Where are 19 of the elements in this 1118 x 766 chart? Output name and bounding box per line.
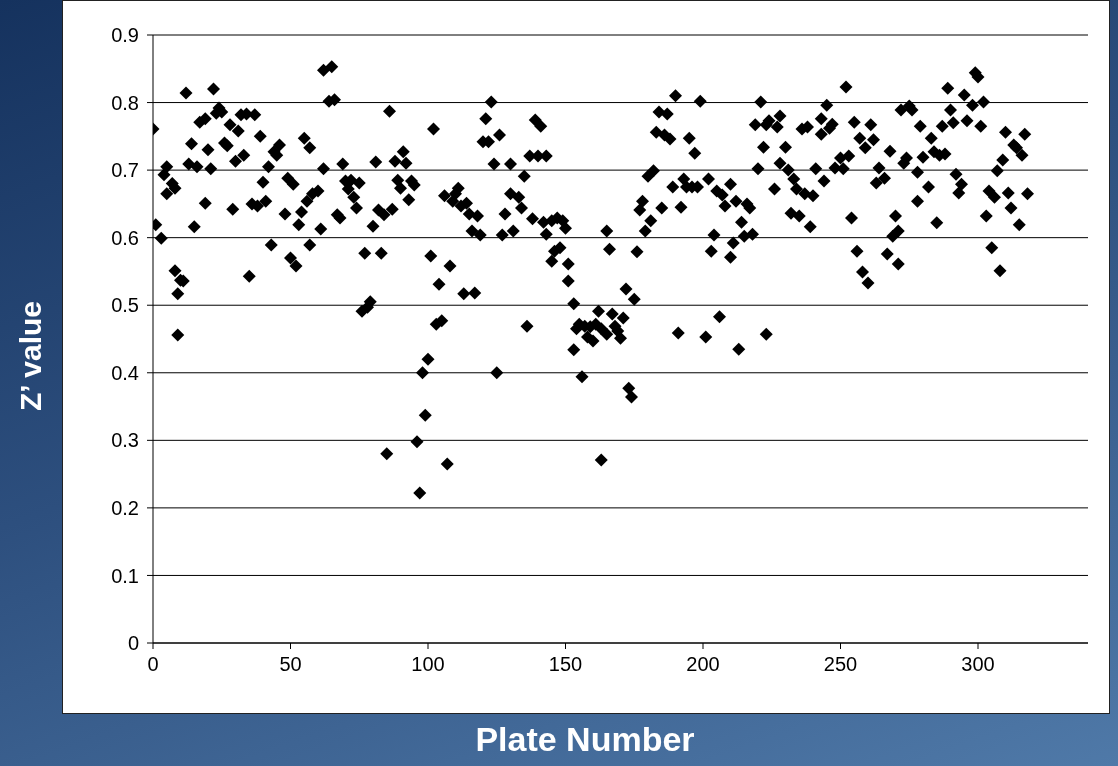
x-tick-label: 300 <box>961 653 995 676</box>
y-tick-label: 0.9 <box>111 24 139 47</box>
y-tick-label: 0.3 <box>111 429 139 452</box>
y-tick-label: 0 <box>127 632 139 655</box>
x-tick-label: 0 <box>147 653 159 676</box>
y-tick-label: 0.7 <box>111 159 139 182</box>
x-tick-label: 50 <box>279 653 302 676</box>
y-tick-label: 0.1 <box>111 564 139 587</box>
x-axis-title: Plate Number <box>474 718 696 760</box>
x-tick-label: 100 <box>411 653 445 676</box>
y-tick-label: 0.6 <box>111 226 139 249</box>
x-tick-label: 150 <box>548 653 583 676</box>
y-axis-title: Z’ value <box>14 300 48 412</box>
x-tick-label: 250 <box>823 653 858 676</box>
y-tick-label: 0.4 <box>111 361 139 384</box>
x-tick-label: 200 <box>686 653 720 676</box>
y-tick-label: 0.5 <box>111 294 139 317</box>
y-tick-label: 0.8 <box>111 91 139 114</box>
y-tick-label: 0.2 <box>111 496 139 519</box>
